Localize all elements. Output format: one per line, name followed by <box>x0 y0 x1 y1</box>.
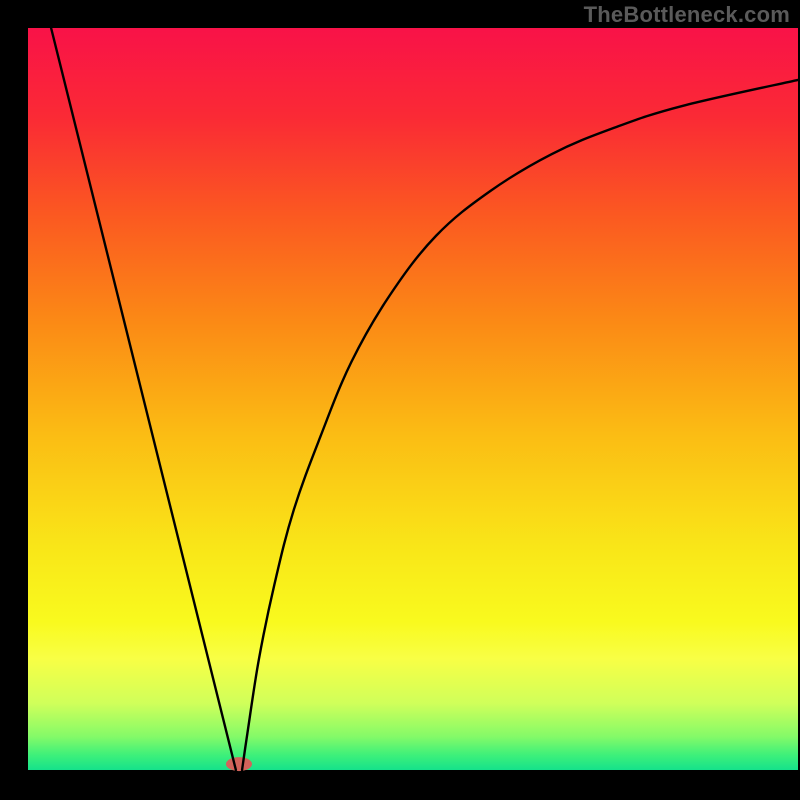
bottleneck-chart <box>0 0 800 800</box>
chart-container: TheBottleneck.com <box>0 0 800 800</box>
watermark-text: TheBottleneck.com <box>584 2 790 28</box>
